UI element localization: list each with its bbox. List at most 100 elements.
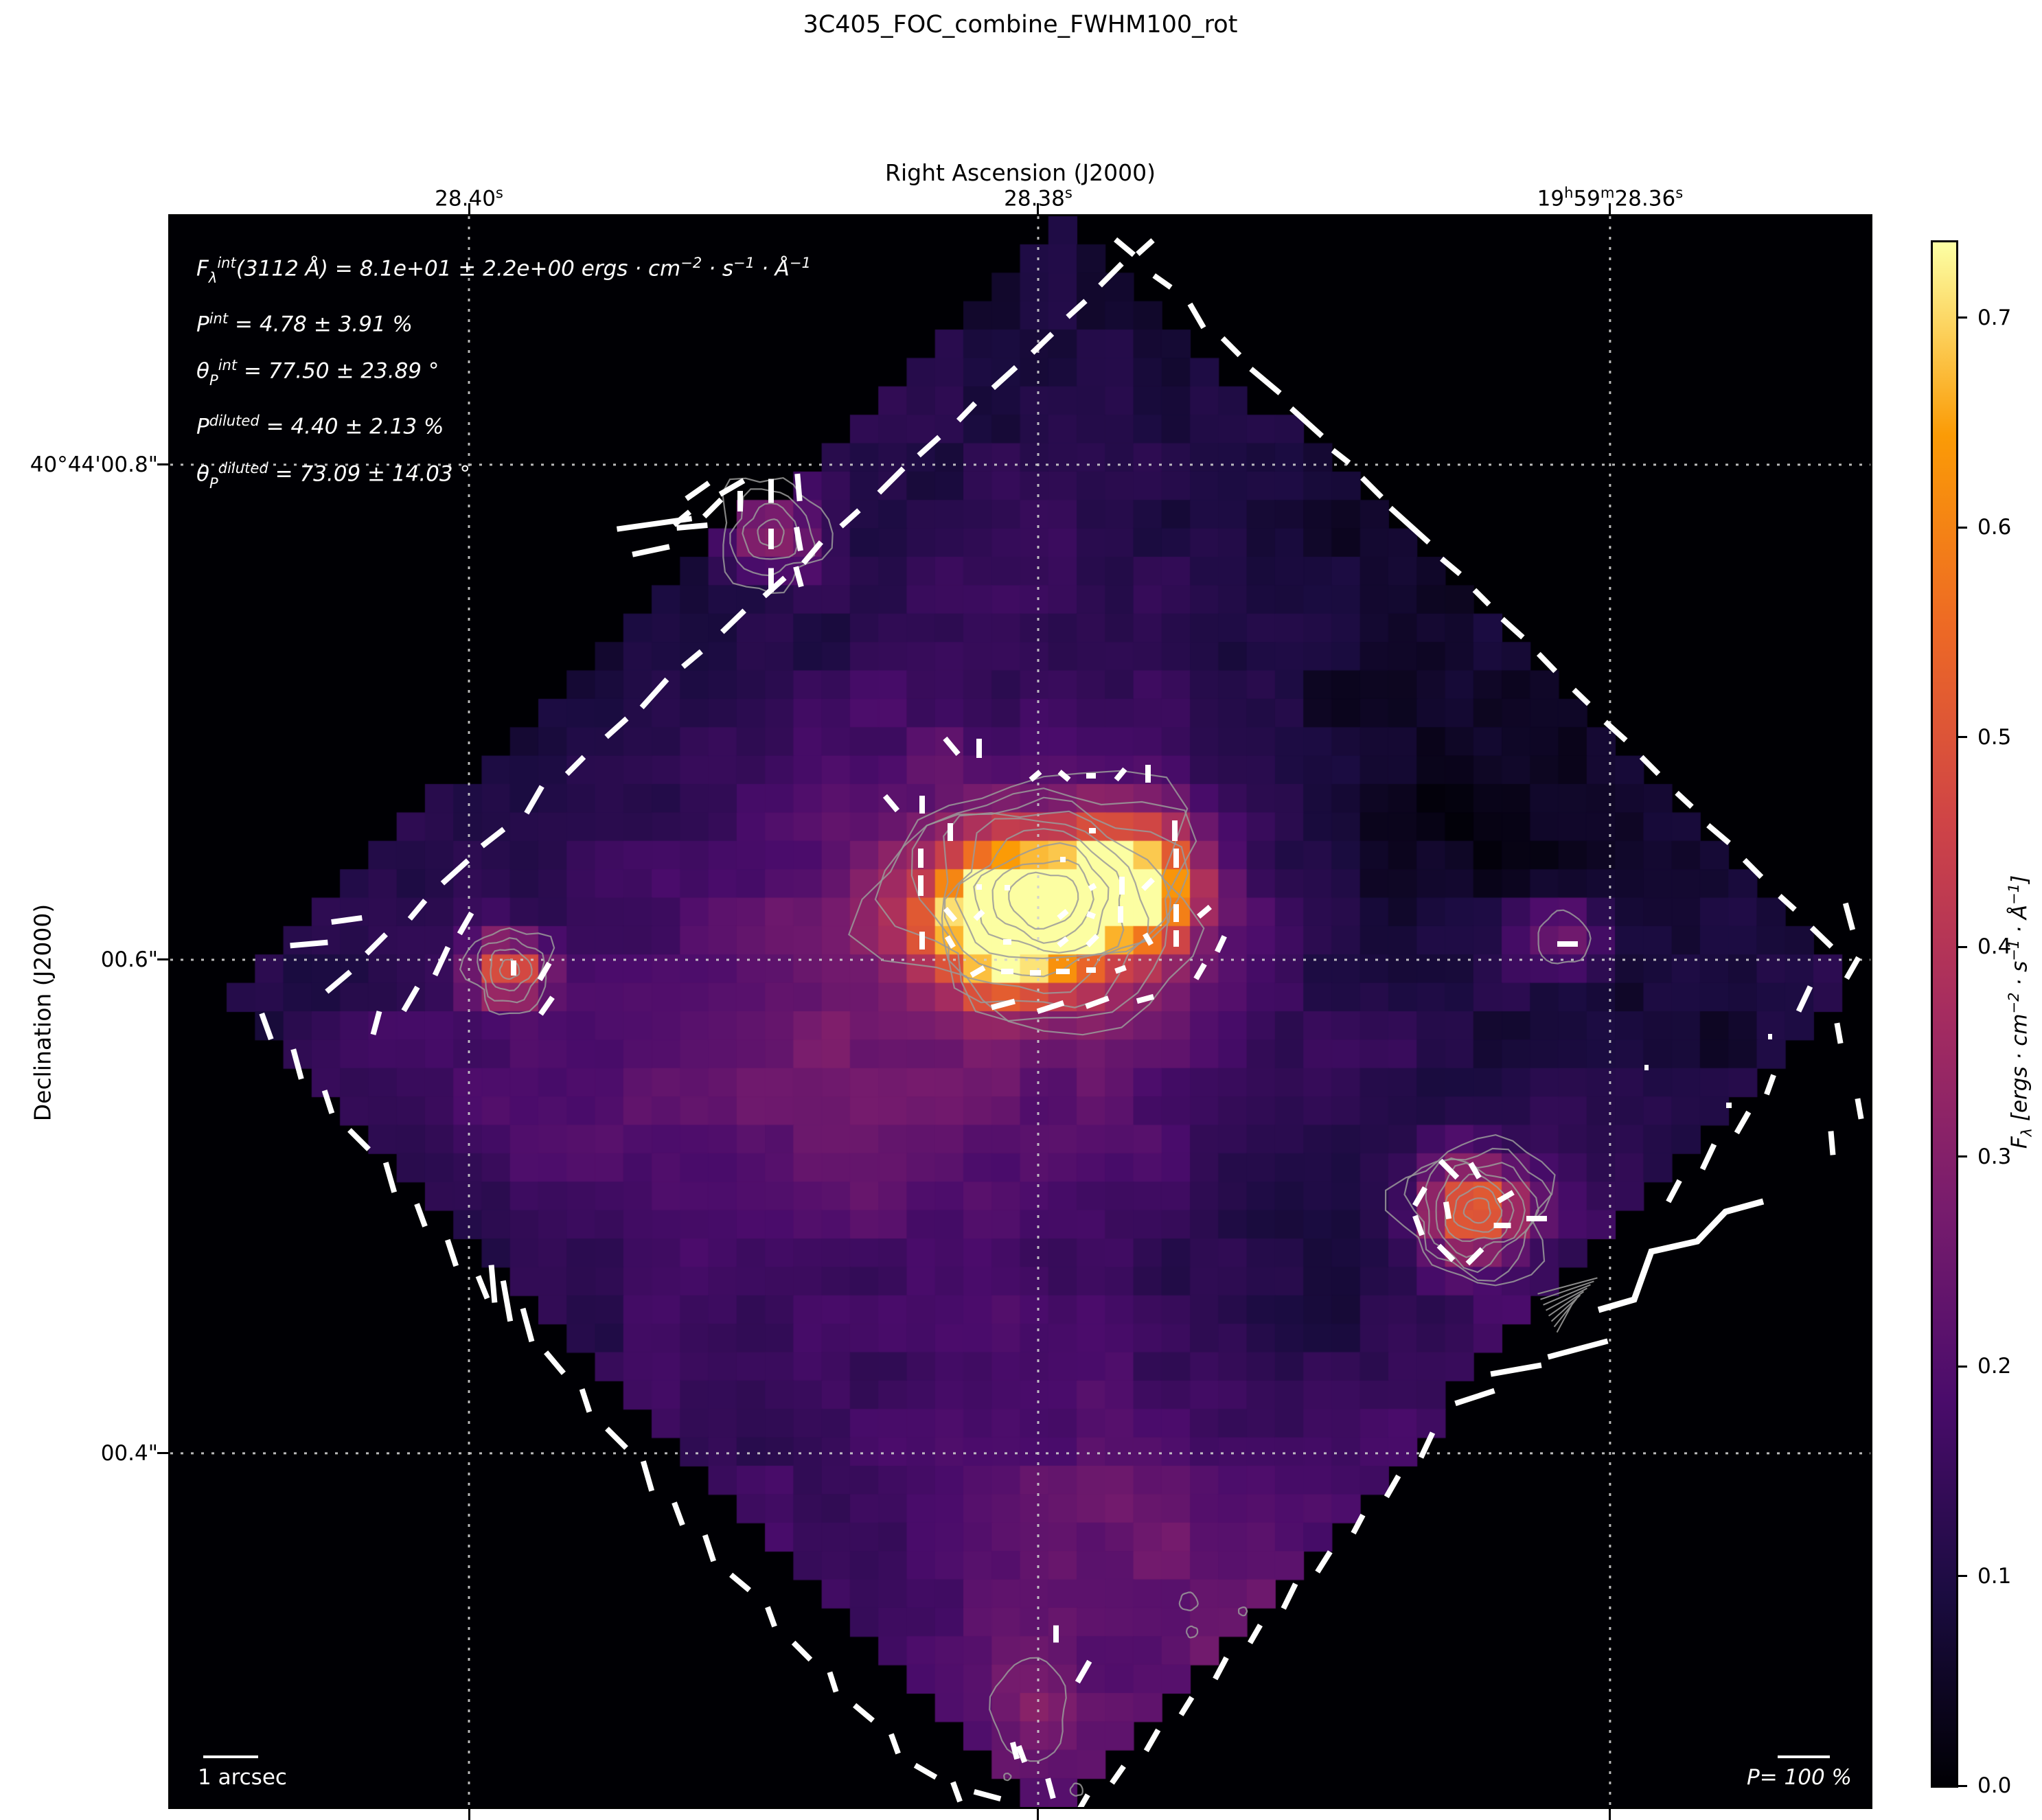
polarization-vector xyxy=(1331,448,1351,465)
polarization-vector xyxy=(1412,1186,1427,1207)
polarization-vector xyxy=(882,794,900,813)
heatmap-canvas xyxy=(170,216,1870,1807)
polarization-vector xyxy=(1639,755,1661,776)
polarization-vector xyxy=(1666,1179,1682,1203)
polarization-vector xyxy=(1036,1000,1065,1015)
polarization-vector xyxy=(917,435,941,458)
contour-hatch-line xyxy=(1556,1301,1574,1333)
polarization-vector xyxy=(1152,273,1173,290)
polarization-vector xyxy=(765,1606,777,1628)
polarization-vector xyxy=(793,566,804,588)
polarization-vector xyxy=(1675,790,1694,809)
polarization-vector xyxy=(1197,904,1212,919)
colorbar-tick-mark xyxy=(1956,1784,1967,1787)
polarization-vector xyxy=(1490,1362,1542,1377)
polarization-vector xyxy=(401,985,420,1013)
x-tick-mark-bottom xyxy=(468,1809,470,1820)
y-tick-label: 00.4" xyxy=(100,1440,158,1466)
annotation-line: θPdiluted = 73.09 ± 14.03 ° xyxy=(196,459,470,492)
polarization-vector xyxy=(632,544,670,557)
polarization-vector xyxy=(1085,995,1110,1009)
polarization-vector xyxy=(605,1427,628,1450)
x-tick-label: 19h59m28.36s xyxy=(1537,184,1684,211)
polarization-vector xyxy=(1844,956,1861,980)
plot-area: Fλint(3112 Å) = 8.1e+01 ± 2.2e+00 ergs ·… xyxy=(168,214,1872,1809)
contour-hatch-line xyxy=(1546,1287,1587,1311)
polarization-vector xyxy=(1454,1387,1495,1407)
contour-ring xyxy=(1008,871,1079,930)
contour-ring xyxy=(1425,1157,1539,1274)
polarization-vector xyxy=(1842,902,1856,931)
contour-ring xyxy=(1003,1773,1012,1782)
contour-ring xyxy=(1384,1133,1556,1287)
contour-ring xyxy=(477,937,545,1004)
polarization-vector xyxy=(321,1090,335,1114)
polarization-vector xyxy=(1114,767,1127,782)
polarization-vector xyxy=(1828,1131,1836,1155)
polarization-vector xyxy=(729,1572,751,1593)
polarization-vector xyxy=(702,497,724,519)
polarization-vector xyxy=(702,1534,717,1563)
annotation-line: Pint = 4.78 ± 3.91 % xyxy=(196,309,413,337)
contour-ring xyxy=(973,842,1110,954)
colorbar-tick-mark xyxy=(1956,945,1967,948)
contour-hatch-line xyxy=(1537,1277,1598,1295)
polarization-vector xyxy=(943,736,961,757)
polarization-vector xyxy=(1536,652,1558,673)
y-tick-label: 40°44'00.8" xyxy=(30,452,158,477)
polarization-vector xyxy=(1855,1098,1864,1120)
polarization-vector xyxy=(331,914,363,925)
polarization-vector xyxy=(1809,925,1834,949)
polarization-vector xyxy=(432,945,451,977)
polarization-vector xyxy=(1412,1214,1425,1236)
polarization-vector xyxy=(259,1012,274,1041)
polarization-vector xyxy=(1388,505,1431,545)
polarization-vector xyxy=(672,1501,685,1526)
polarization-vector xyxy=(1742,857,1764,879)
polarization-vector xyxy=(1443,1201,1452,1220)
polarization-vector xyxy=(685,481,711,501)
polarization-vector xyxy=(1077,1793,1090,1807)
polarization-vector xyxy=(839,508,861,529)
polarization-vector xyxy=(1500,617,1525,640)
polarization-vector xyxy=(1468,1162,1482,1179)
contour-ring xyxy=(722,476,834,595)
x-tick-mark-top xyxy=(1037,203,1040,214)
polarization-vector xyxy=(1178,1696,1195,1716)
y-tick-mark xyxy=(157,463,168,466)
polarization-vector xyxy=(1603,719,1628,743)
polarization-vector xyxy=(991,998,1016,1011)
polarization-vector xyxy=(1193,963,1207,980)
x-tick-label: 28.40s xyxy=(435,184,503,211)
polarization-vector xyxy=(943,907,958,922)
polarization-vector xyxy=(1764,1074,1776,1096)
polarization-vector xyxy=(488,1265,498,1303)
polarization-vector xyxy=(640,1460,655,1492)
arcsec-scalebar-label: 1 arcsec xyxy=(198,1765,287,1790)
colorbar-tick-label: 0.0 xyxy=(1977,1773,2012,1798)
polarization-scalebar xyxy=(1778,1755,1830,1758)
polarization-vector xyxy=(681,649,703,669)
polarization-vector xyxy=(1016,1744,1028,1764)
polarization-vector xyxy=(1136,993,1155,1004)
colorbar-tick-label: 0.2 xyxy=(1977,1354,2012,1379)
colorbar-tick-mark xyxy=(1956,1155,1967,1158)
colorbar-tick-mark xyxy=(1956,316,1967,319)
x-tick-mark-bottom xyxy=(1037,1809,1040,1820)
polarization-vector xyxy=(1734,1110,1752,1135)
x-tick-label: 28.38s xyxy=(1004,184,1072,211)
polarization-vector xyxy=(973,1788,1002,1802)
polarization-vector xyxy=(414,1203,428,1228)
polarization-vector xyxy=(290,1048,304,1080)
polarization-vector xyxy=(970,965,986,978)
polarization-vector xyxy=(1187,302,1206,330)
contour-hatch-line xyxy=(1548,1291,1585,1317)
polarization-vector xyxy=(538,995,555,1016)
polarization-vector-polyline xyxy=(1597,1198,1765,1313)
polarization-vector xyxy=(991,365,1018,391)
polarization-vector xyxy=(440,858,470,886)
y-tick-mark xyxy=(157,958,168,961)
colorbar-tick-mark xyxy=(1956,1365,1967,1368)
polarization-vector xyxy=(1440,556,1462,577)
